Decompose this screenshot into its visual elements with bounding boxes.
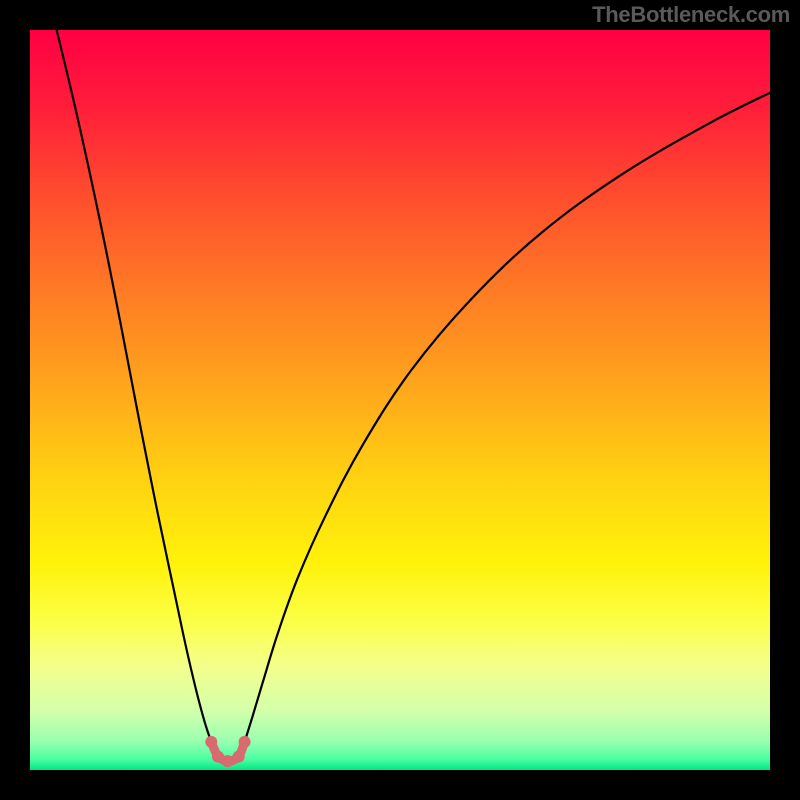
bottleneck-v-curve-chart — [0, 0, 800, 800]
chart-container: TheBottleneck.com — [0, 0, 800, 800]
optimal-point-marker — [239, 736, 251, 748]
optimal-point-marker — [233, 751, 245, 763]
optimal-point-marker — [222, 755, 234, 767]
optimal-point-marker — [205, 736, 217, 748]
watermark-text: TheBottleneck.com — [592, 2, 790, 28]
